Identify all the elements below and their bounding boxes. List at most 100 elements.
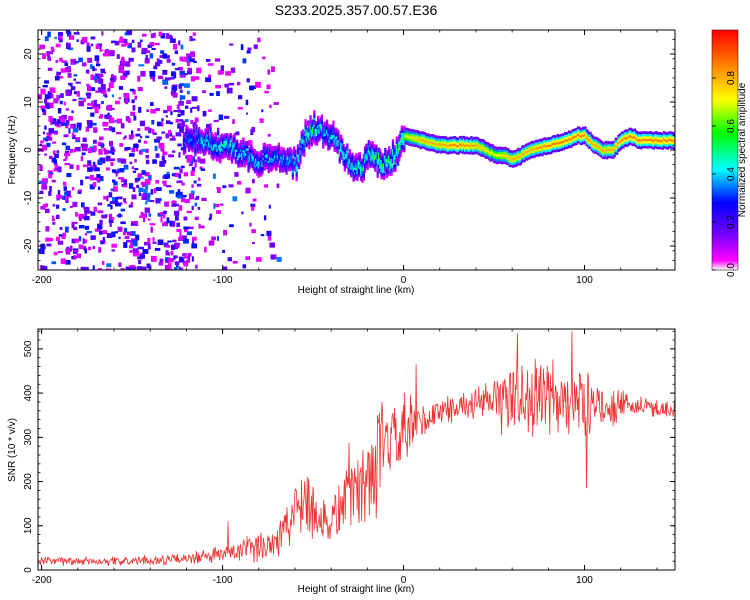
spectrogram-cell	[432, 139, 435, 142]
spectrogram-cell	[512, 158, 515, 161]
spectrogram-cell	[247, 160, 250, 163]
spectrogram-cell	[464, 149, 467, 152]
spectrogram-cell	[631, 138, 634, 141]
spectrogram-cell	[391, 153, 395, 157]
spectrogram-cell	[313, 134, 316, 137]
spectrogram-cell	[628, 130, 631, 133]
spectrogram-cell	[247, 165, 250, 168]
spectrogram-cell	[53, 168, 59, 172]
spectrogram-cell	[213, 136, 216, 140]
spectrogram-cell	[562, 140, 566, 144]
spectrogram-cell	[286, 152, 289, 156]
snr-y-tick-label: 100	[23, 517, 34, 534]
spectrogram-cell	[451, 139, 454, 142]
spectrogram-cell	[390, 149, 393, 152]
spectrogram-cell	[574, 137, 577, 141]
spectrogram-cell	[588, 146, 591, 149]
spectrogram-cell	[65, 90, 71, 96]
spectrogram-cell	[372, 151, 376, 154]
spectrogram-cell	[154, 145, 158, 152]
spectrogram-cell	[366, 165, 369, 168]
spectrogram-cell	[541, 146, 544, 150]
spectrogram-cell	[277, 161, 281, 165]
spectrogram-cell	[588, 136, 591, 140]
spectrogram-y-tick-label: 10	[23, 96, 34, 108]
spectrogram-cell	[583, 137, 586, 140]
spectrogram-cell	[204, 130, 207, 134]
spectrogram-cell	[389, 154, 392, 157]
spectrogram-cell	[670, 143, 673, 147]
spectrogram-cell	[178, 119, 184, 122]
spectrogram-cell	[161, 118, 164, 122]
spectrogram-cell	[412, 138, 415, 142]
spectrogram-cell	[396, 151, 400, 154]
spectrogram-cell	[578, 131, 581, 134]
spectrogram-cell	[666, 139, 669, 143]
spectrogram-cell	[325, 121, 329, 125]
spectrogram-cell	[528, 142, 531, 145]
spectrogram-cell	[205, 149, 208, 152]
spectrogram-cell	[205, 132, 208, 135]
spectrogram-cell	[268, 160, 272, 164]
spectrogram-cell	[139, 150, 143, 155]
spectrogram-cell	[331, 134, 334, 138]
spectrogram-cell	[645, 141, 648, 144]
spectrogram-cell	[536, 151, 539, 155]
spectrogram-cell	[657, 132, 661, 135]
spectrogram-cell	[521, 157, 524, 161]
spectrogram-cell	[156, 136, 161, 141]
spectrogram-cell	[380, 174, 383, 177]
spectrogram-cell	[280, 146, 283, 150]
spectrogram-cell	[99, 46, 102, 52]
spectrogram-cell	[551, 135, 554, 139]
spectrogram-cell	[195, 141, 198, 144]
spectrogram-cell	[171, 220, 176, 227]
spectrogram-cell	[604, 147, 607, 151]
spectrogram-cell	[460, 148, 463, 151]
spectrogram-cell	[532, 146, 535, 149]
spectrogram-cell	[265, 154, 268, 158]
spectrogram-cell	[439, 141, 443, 144]
spectrogram-cell	[138, 106, 142, 113]
spectrogram-cell	[372, 144, 376, 147]
spectrogram-cell	[115, 202, 121, 207]
spectrogram-cell	[648, 131, 652, 134]
spectrogram-cell	[348, 165, 351, 169]
spectrogram-cell	[502, 159, 505, 162]
spectrogram-cell	[227, 154, 230, 158]
spectrogram-cell	[137, 87, 143, 92]
spectrogram-cell	[657, 146, 661, 149]
spectrogram-cell	[65, 260, 71, 265]
spectrogram-cell	[306, 134, 310, 138]
spectrogram-cell	[87, 107, 93, 110]
spectrogram-cell	[536, 144, 539, 147]
spectrogram-cell	[227, 150, 230, 153]
spectrogram-cell	[390, 151, 393, 155]
spectrogram-cell	[522, 149, 525, 153]
spectrogram-cell	[512, 162, 515, 166]
spectrogram-cell	[381, 154, 384, 157]
spectrogram-cell	[481, 143, 484, 147]
spectrogram-cell	[303, 147, 306, 150]
spectrogram-cell	[356, 156, 359, 160]
spectrogram-cell	[281, 155, 284, 159]
spectrogram-cell	[669, 145, 672, 149]
spectrogram-cell	[332, 132, 335, 136]
spectrogram-cell	[274, 165, 277, 168]
spectrogram-cell	[338, 160, 341, 164]
spectrogram-cell	[253, 165, 256, 169]
spectrogram-cell	[39, 190, 44, 195]
spectrogram-cell	[227, 142, 230, 146]
spectrogram-cell	[139, 39, 143, 42]
spectrogram-cell	[652, 135, 655, 138]
spectrogram-cell	[229, 140, 232, 143]
spectrogram-cell	[580, 142, 583, 146]
spectrogram-cell	[341, 143, 344, 146]
spectrogram-cell	[309, 117, 312, 121]
spectrogram-cell	[327, 140, 330, 144]
spectrogram-cell	[40, 88, 46, 95]
spectrogram-cell	[347, 155, 350, 158]
spectrogram-cell	[78, 100, 84, 107]
spectrogram-cell	[350, 157, 353, 161]
spectrogram-cell	[541, 153, 544, 157]
